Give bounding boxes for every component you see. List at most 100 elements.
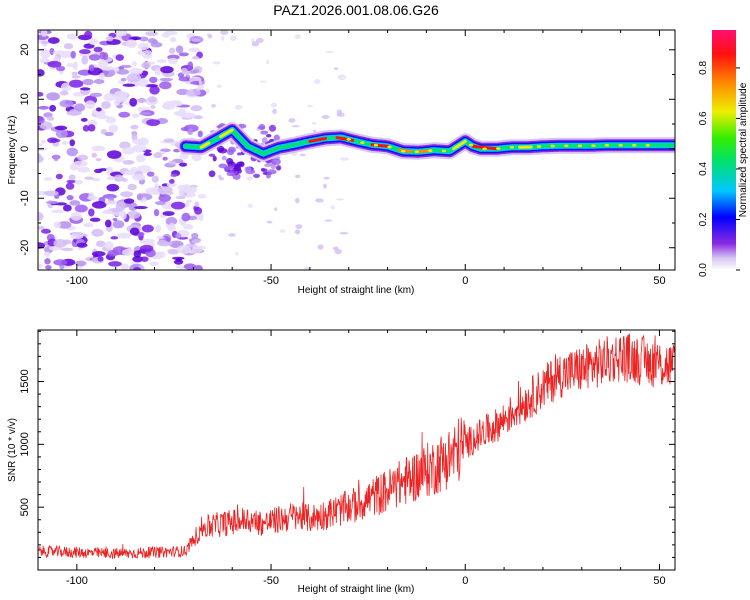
spectrogram-noise-blobs (38, 30, 349, 270)
noise-blob (159, 77, 174, 82)
noise-blob (269, 138, 275, 143)
noise-blob (38, 116, 45, 124)
noise-blob (93, 79, 105, 84)
noise-blob (43, 112, 53, 118)
noise-blob (112, 220, 125, 229)
noise-blob (91, 145, 106, 152)
noise-blob (247, 203, 254, 208)
noise-blob (160, 65, 174, 74)
noise-blob (137, 78, 149, 87)
noise-blob (44, 190, 59, 197)
noise-blob (87, 124, 96, 132)
noise-blob (47, 37, 60, 44)
noise-blob (315, 198, 324, 203)
noise-blob (59, 90, 69, 96)
noise-blob (265, 133, 272, 138)
noise-blob (104, 132, 114, 137)
noise-blob (162, 211, 175, 217)
noise-blob (169, 222, 175, 230)
noise-blob (178, 52, 189, 57)
noise-blob (156, 235, 165, 240)
noise-blob (112, 217, 118, 222)
ridge-peak-dot (441, 149, 447, 153)
noise-blob (212, 155, 217, 162)
noise-blob (104, 200, 118, 205)
noise-blob (312, 129, 317, 133)
noise-blob (183, 223, 194, 230)
noise-blob (234, 104, 243, 110)
noise-blob (122, 159, 135, 165)
colorbar-gradient (712, 30, 736, 270)
noise-blob (154, 224, 162, 233)
noise-blob (45, 265, 52, 270)
noise-blob (294, 34, 301, 39)
noise-blob (136, 98, 147, 103)
spectrogram-ytick-label: -10 (19, 190, 31, 206)
spectrogram-ytick-label: -20 (19, 240, 31, 256)
noise-blob (168, 178, 175, 184)
noise-blob (40, 139, 46, 144)
noise-blob (259, 80, 267, 83)
noise-blob (52, 50, 67, 55)
noise-blob (322, 183, 327, 189)
noise-blob (337, 74, 347, 80)
noise-blob (110, 236, 119, 240)
noise-blob (95, 114, 109, 119)
noise-blob (59, 99, 74, 108)
noise-blob (106, 183, 120, 192)
noise-blob (188, 70, 198, 74)
noise-blob (55, 129, 68, 139)
noise-blob (39, 121, 53, 130)
noise-blob (104, 241, 114, 250)
noise-blob (55, 173, 63, 180)
noise-blob (39, 57, 50, 64)
noise-blob (65, 182, 75, 190)
noise-blob (165, 217, 178, 226)
noise-blob (274, 207, 278, 212)
noise-blob (47, 60, 62, 68)
noise-blob (89, 217, 101, 222)
colorbar: 0.0 0.2 0.4 0.6 0.8 Normalized spectral ampl… (698, 30, 749, 277)
noise-blob (158, 194, 171, 203)
noise-blob (295, 224, 303, 230)
noise-blob (192, 245, 204, 254)
noise-blob (72, 61, 79, 70)
colorbar-tick-label: 0.8 (698, 61, 709, 75)
noise-blob (95, 157, 102, 162)
noise-blob (131, 61, 138, 66)
spectrogram-xtick-label: -100 (66, 275, 88, 287)
noise-blob (251, 41, 260, 47)
noise-blob (136, 193, 143, 201)
noise-blob (218, 163, 228, 169)
noise-blob (132, 144, 147, 153)
noise-blob (151, 175, 160, 183)
noise-blob (74, 204, 88, 213)
ridge-hot-segment (452, 139, 467, 151)
noise-blob (191, 38, 201, 43)
noise-blob (73, 160, 88, 167)
noise-blob (101, 68, 116, 78)
noise-blob (324, 219, 333, 222)
noise-blob (79, 87, 91, 91)
noise-blob (266, 173, 271, 179)
noise-blob (145, 83, 158, 88)
noise-blob (134, 205, 148, 210)
ridge-peak-dot (509, 145, 515, 149)
noise-blob (166, 182, 177, 187)
noise-blob (175, 195, 186, 200)
noise-blob (175, 232, 182, 239)
noise-blob (129, 227, 140, 236)
noise-blob (207, 34, 213, 39)
spectrogram-ytick-label: 10 (19, 93, 31, 105)
noise-blob (53, 154, 59, 162)
noise-blob (77, 154, 89, 161)
noise-blob (161, 104, 172, 109)
noise-blob (182, 112, 196, 119)
noise-blob (131, 36, 142, 41)
noise-blob (130, 124, 139, 130)
noise-blob (216, 84, 222, 88)
noise-blob (194, 201, 200, 208)
noise-blob (139, 111, 151, 116)
